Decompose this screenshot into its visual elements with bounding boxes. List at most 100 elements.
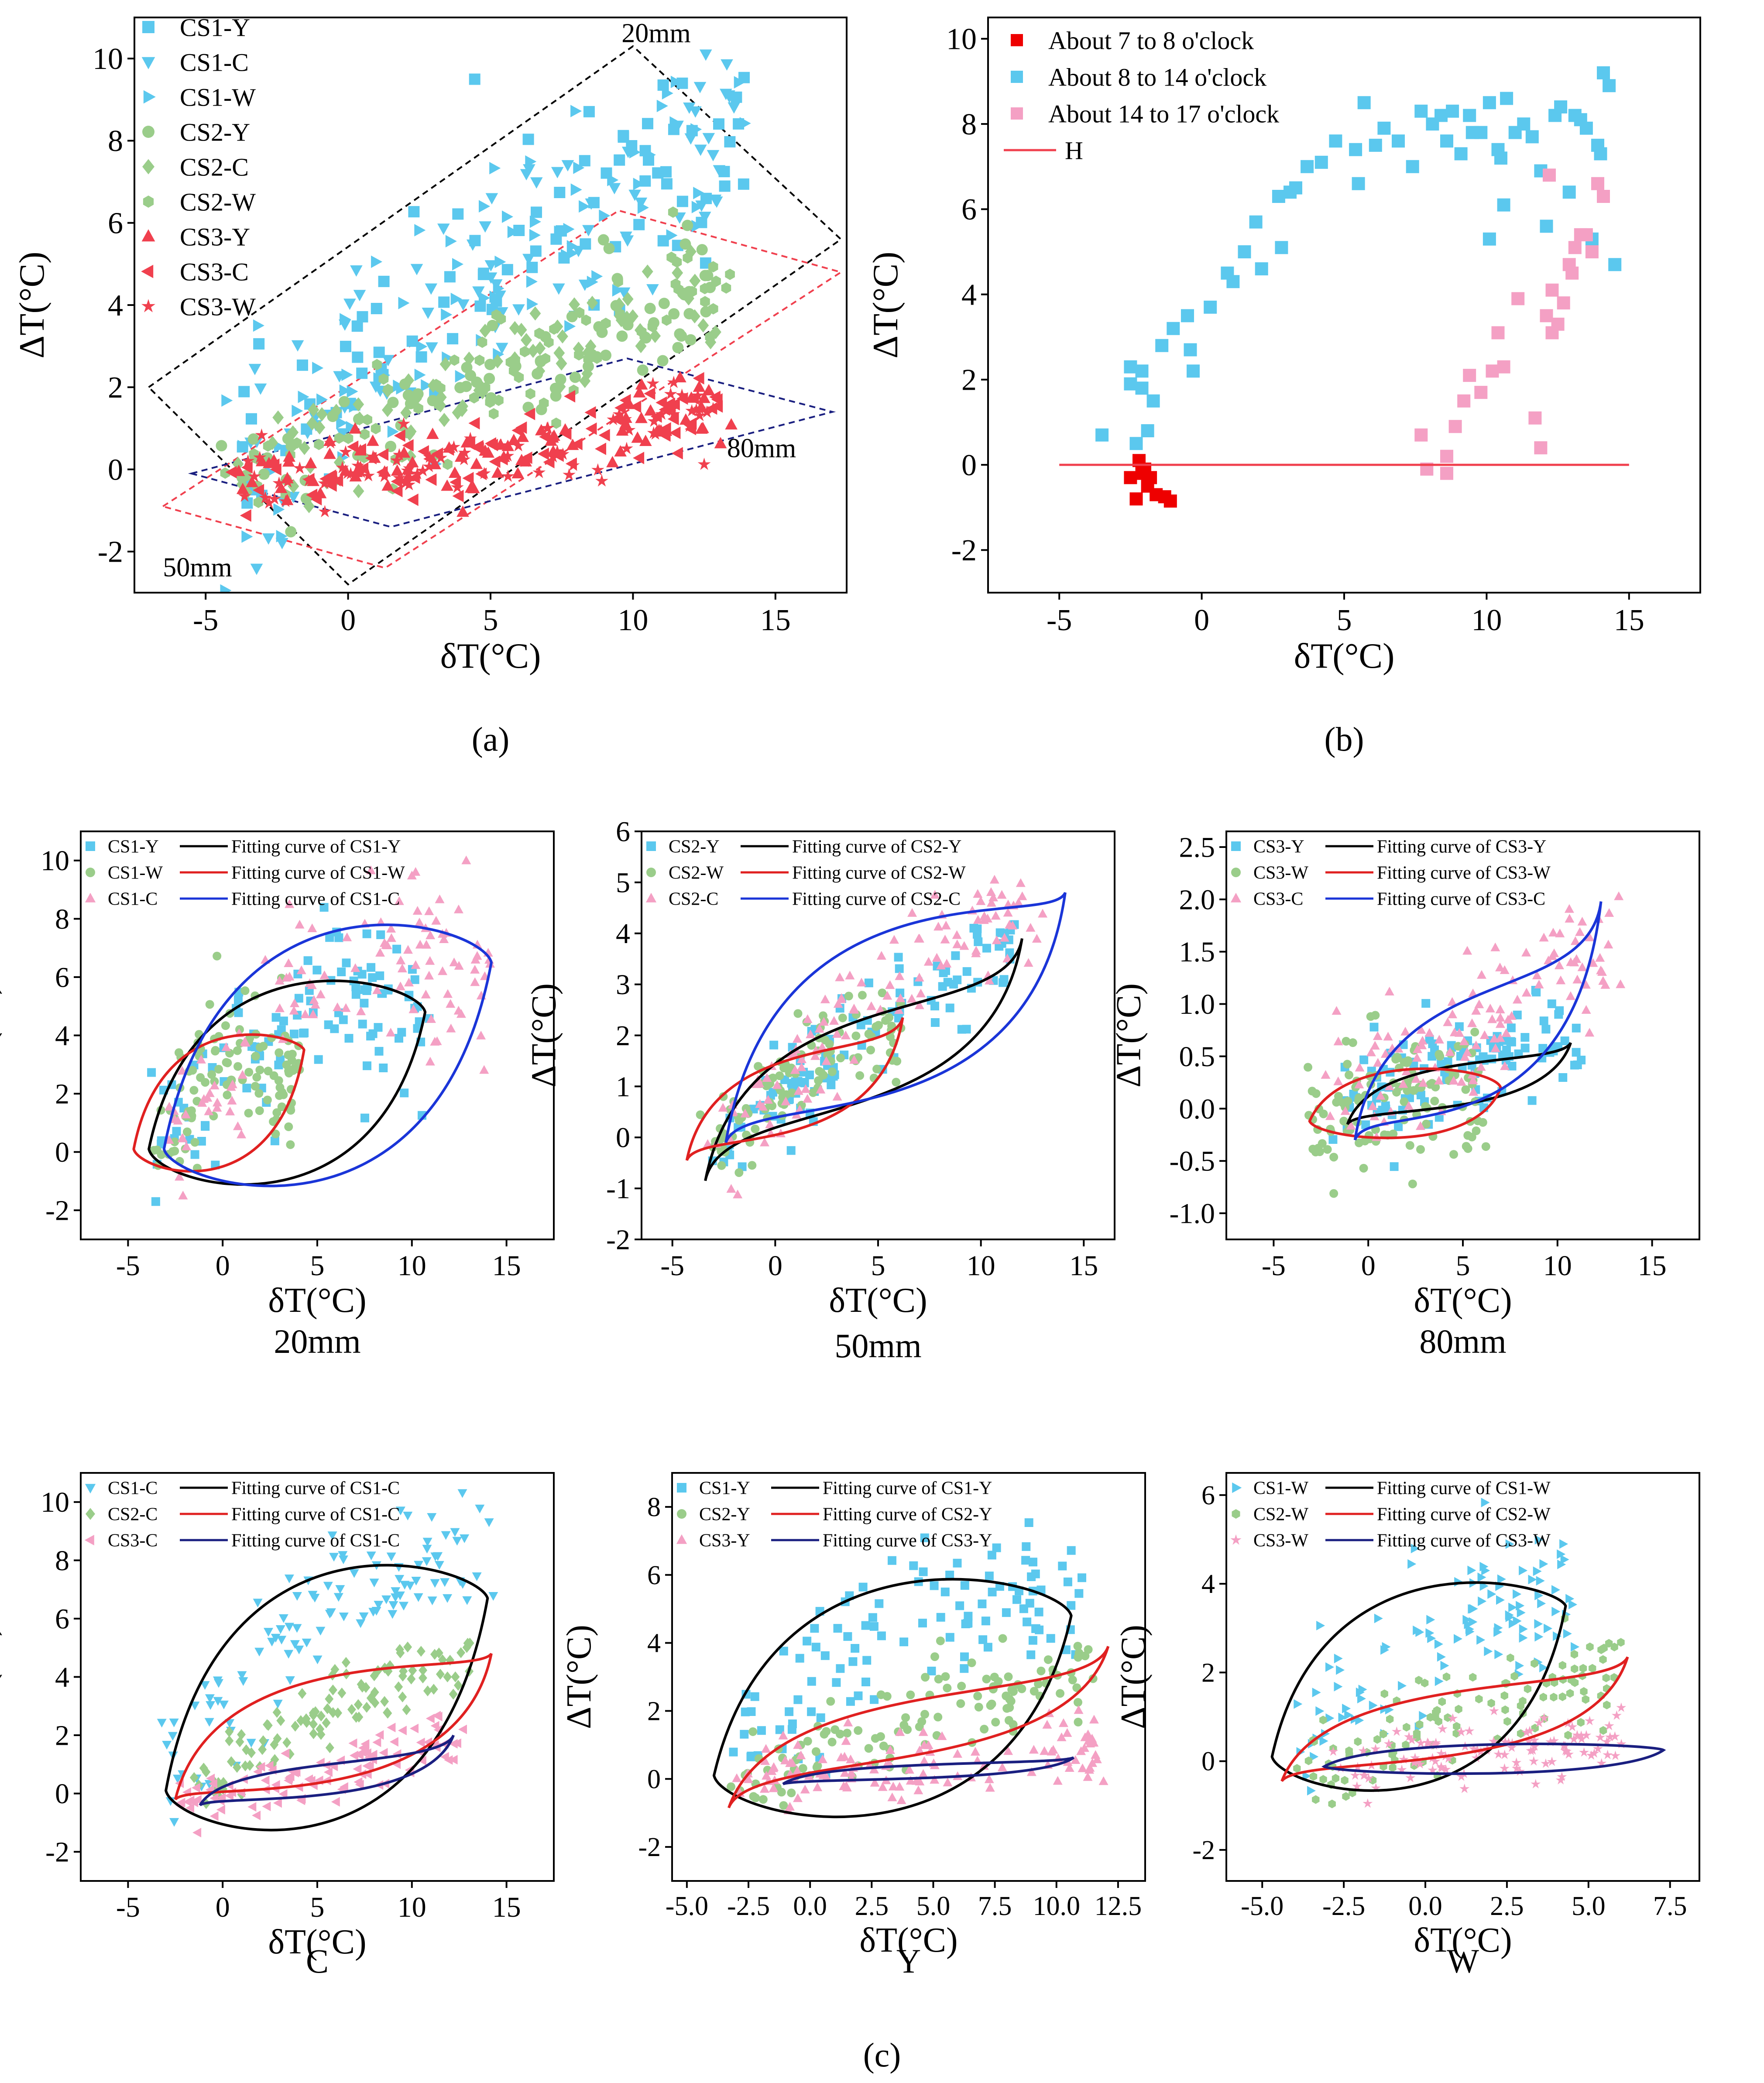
data-point	[1063, 1577, 1072, 1586]
data-point	[1483, 96, 1496, 110]
data-point	[397, 417, 410, 429]
data-point	[192, 1097, 202, 1106]
data-point	[1600, 980, 1610, 989]
data-point	[1533, 1566, 1542, 1576]
data-point	[600, 350, 612, 361]
data-point	[565, 457, 577, 470]
data-point	[269, 1117, 278, 1126]
data-point	[403, 945, 413, 954]
data-point	[810, 1051, 820, 1060]
data-point	[655, 424, 667, 436]
data-point	[610, 300, 622, 312]
data-point	[1383, 1032, 1393, 1041]
data-point	[1495, 1012, 1505, 1022]
data-point	[427, 1513, 437, 1522]
data-point	[1329, 1153, 1338, 1162]
data-point	[1539, 1016, 1548, 1026]
data-point	[319, 970, 329, 979]
data-point	[896, 988, 905, 998]
data-point	[743, 1774, 753, 1783]
data-point	[806, 1029, 816, 1039]
data-point	[1520, 1043, 1530, 1053]
data-point	[1511, 1763, 1522, 1773]
data-point	[1557, 1549, 1566, 1559]
data-point	[387, 1723, 396, 1733]
data-point	[1417, 1036, 1428, 1045]
data-point	[372, 359, 382, 371]
data-point	[738, 178, 749, 190]
data-point	[354, 1750, 363, 1760]
y-tick-label: 0.5	[1179, 1041, 1215, 1073]
data-point	[1329, 1189, 1338, 1198]
legend-label: CS1-Y	[699, 1479, 750, 1499]
data-point	[398, 297, 410, 309]
data-point	[1462, 946, 1472, 955]
data-point	[554, 379, 566, 394]
data-point	[346, 421, 357, 434]
data-point	[492, 354, 503, 369]
data-point	[447, 333, 459, 345]
data-point	[402, 463, 415, 475]
data-point	[1505, 1610, 1514, 1620]
data-point	[631, 431, 644, 443]
data-point	[438, 296, 450, 308]
data-point	[1524, 1726, 1535, 1736]
data-point	[331, 1797, 340, 1807]
y-tick-label: 2	[1201, 1658, 1215, 1688]
data-point	[253, 319, 264, 332]
data-point	[1500, 1061, 1510, 1070]
data-point	[1417, 1040, 1427, 1050]
data-point	[1085, 1739, 1095, 1747]
data-point	[548, 429, 560, 441]
data-point	[190, 1150, 199, 1159]
data-point	[1528, 411, 1542, 425]
data-point	[1568, 241, 1582, 254]
data-point	[1517, 1608, 1526, 1618]
data-point	[1394, 1122, 1403, 1131]
data-point	[267, 436, 278, 450]
data-point	[642, 118, 653, 130]
data-point	[655, 396, 667, 409]
data-point	[1135, 381, 1149, 395]
y-tick-label: 1	[616, 1071, 630, 1103]
data-point	[1516, 1601, 1525, 1611]
data-point	[793, 1695, 803, 1704]
y-tick-label: 0	[108, 453, 123, 487]
data-point	[940, 934, 950, 944]
data-point	[316, 1627, 326, 1636]
data-point	[489, 408, 499, 419]
data-point	[1371, 1011, 1380, 1020]
data-point	[1551, 1606, 1561, 1616]
legend-label: CS3-Y	[180, 223, 250, 251]
data-point	[454, 961, 464, 970]
data-point	[177, 1066, 187, 1075]
data-point	[1519, 1633, 1528, 1643]
data-point	[449, 1755, 458, 1765]
data-point	[563, 468, 576, 480]
data-point	[259, 1735, 268, 1747]
legend-marker	[1011, 107, 1023, 120]
data-point	[294, 994, 303, 1003]
data-point	[582, 225, 595, 237]
data-point	[426, 1713, 435, 1723]
data-point	[554, 225, 566, 238]
data-point	[427, 378, 439, 393]
data-point	[237, 1129, 247, 1139]
y-axis-label: ΔT(°C)	[1109, 983, 1148, 1088]
marks-b	[1059, 66, 1629, 508]
data-point	[988, 1588, 997, 1596]
data-point	[1521, 1727, 1531, 1737]
data-point	[726, 1184, 736, 1193]
data-point	[1426, 1615, 1435, 1625]
data-point	[236, 483, 249, 494]
data-point	[1289, 181, 1302, 195]
data-point	[907, 994, 917, 1003]
data-point	[174, 1048, 183, 1057]
legend-marker	[141, 57, 155, 69]
legend-label: CS1-W	[108, 863, 163, 883]
data-point	[462, 472, 474, 484]
data-point	[849, 1005, 859, 1014]
data-point	[515, 323, 527, 337]
data-point	[569, 297, 580, 312]
data-point	[1418, 1078, 1428, 1087]
